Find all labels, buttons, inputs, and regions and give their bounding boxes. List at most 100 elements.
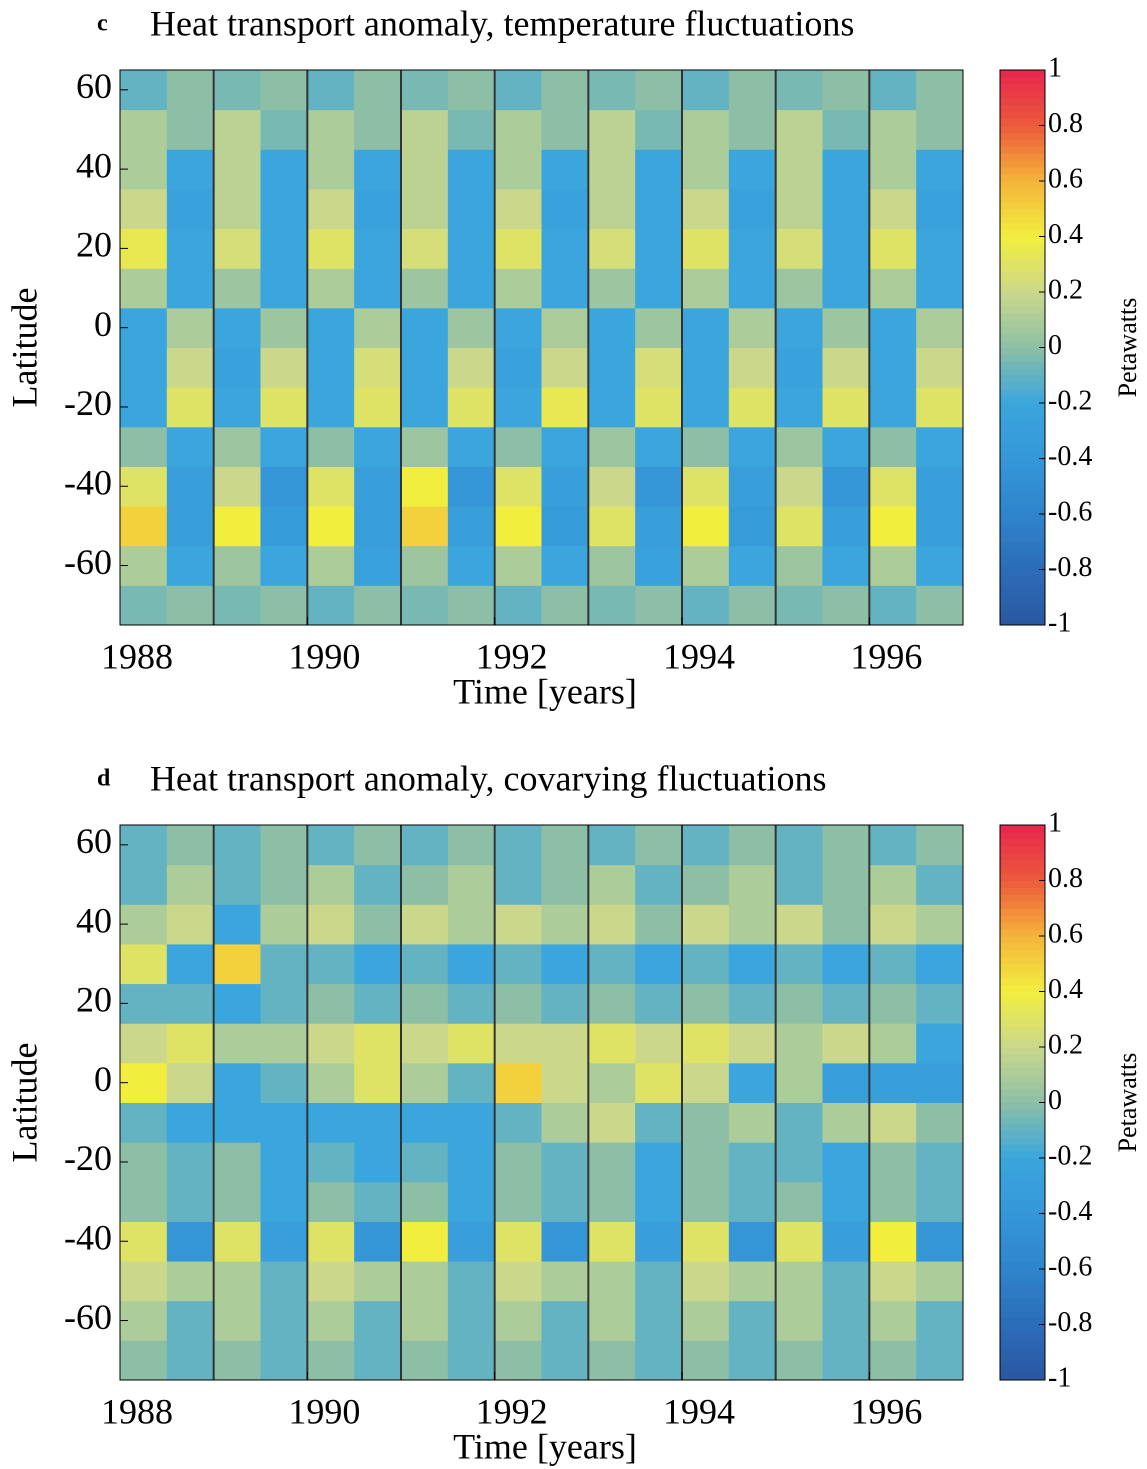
heat-cell [354,347,402,388]
heat-cell [541,426,589,467]
heat-cell [307,983,355,1024]
heat-cell [354,1300,402,1341]
heat-cell [213,904,261,945]
heat-cell [213,387,261,428]
colorbar-step [1000,1289,1045,1298]
heat-cell [307,585,355,626]
colorbar-step [1000,1248,1045,1256]
heat-cell [635,983,683,1024]
colorbar-step [1000,104,1045,113]
heat-cell [354,466,402,507]
heat-cell [260,1062,308,1103]
colorbar-step [1000,1255,1045,1263]
heat-cell [916,983,964,1024]
heat-cell [541,904,589,945]
heat-cell [728,268,777,309]
heat-cell [354,904,402,945]
heat-cell [635,109,683,150]
x-tick-label: 1994 [663,1391,735,1431]
x-axis-label: Time [years] [453,1426,637,1466]
colorbar-step [1000,1373,1045,1381]
heat-cell [588,825,636,866]
colorbar-step [1000,1338,1045,1346]
colorbar-step [1000,90,1045,99]
heat-cell [635,347,683,388]
heat-cell [775,149,823,190]
colorbar-tick-label: -1 [1048,607,1071,638]
heat-cell [494,268,542,309]
heat-cell [728,983,777,1024]
heat-cell [307,1023,355,1064]
heat-cell [916,307,964,348]
heat-cell [588,109,636,150]
heat-cell [635,149,683,190]
heat-cell [260,864,308,905]
colorbar-tick-label: 1 [1048,807,1062,838]
heat-cell [588,188,636,230]
heat-cell [728,426,777,467]
heat-cell [635,1062,683,1103]
colorbar-step [1000,215,1045,224]
heat-cell [682,585,730,626]
heat-cell [541,1300,589,1341]
heat-cell [307,307,355,348]
heat-cell [354,387,402,428]
heat-cell [260,1142,308,1183]
heat-cell [635,864,683,905]
colorbar-step [1000,1005,1045,1013]
heat-cell [401,149,449,190]
heat-cell [728,307,777,348]
heat-cell [213,1062,261,1103]
heat-cell [260,1300,308,1341]
colorbar-step [1000,1033,1045,1041]
colorbar-step [1000,326,1045,335]
heat-cell [447,585,496,626]
heat-cell [260,585,308,626]
heat-cell [447,109,496,150]
heat-cell [541,228,589,269]
heat-cell [213,70,261,111]
heat-cell [401,268,449,309]
heat-cell [307,1340,355,1381]
heat-cell [166,864,215,905]
heat-cell [447,1102,496,1143]
heat-cell [166,228,215,269]
heat-cell [822,1142,870,1183]
colorbar-step [1000,423,1045,432]
heat-cell [775,268,823,309]
colorbar-step [1000,984,1045,992]
heat-cell [354,585,402,626]
heat-cell [494,466,542,507]
colorbar-step [1000,181,1045,189]
colorbar-step [1000,465,1045,473]
heat-cell [588,1181,636,1222]
heat-cell [869,904,917,945]
heat-cell [588,506,636,547]
heat-cell [307,149,355,190]
heat-cell [494,1062,542,1103]
heat-cell [494,228,542,269]
heat-cell [401,109,449,150]
heat-cell [166,545,215,586]
heat-cell [401,387,449,428]
heat-cell [354,1023,402,1064]
colorbar-step [1000,507,1045,515]
heat-cell [447,1221,496,1262]
heat-cell [635,228,683,269]
heat-cell [401,983,449,1024]
colorbar-step [1000,1241,1045,1249]
heat-cell [166,1340,215,1381]
heat-cell [869,347,917,388]
heat-cell [682,983,730,1024]
heat-cell [401,426,449,467]
x-tick-label: 1990 [288,1391,360,1431]
colorbar-step [1000,887,1045,895]
heat-cell [682,1300,730,1341]
colorbar-step [1000,1275,1045,1284]
heat-cell [635,1261,683,1302]
heat-cell [447,904,496,945]
heat-cell [213,506,261,547]
heat-cell [494,1023,542,1064]
heat-cell [494,426,542,467]
heat-cell [494,1142,542,1183]
